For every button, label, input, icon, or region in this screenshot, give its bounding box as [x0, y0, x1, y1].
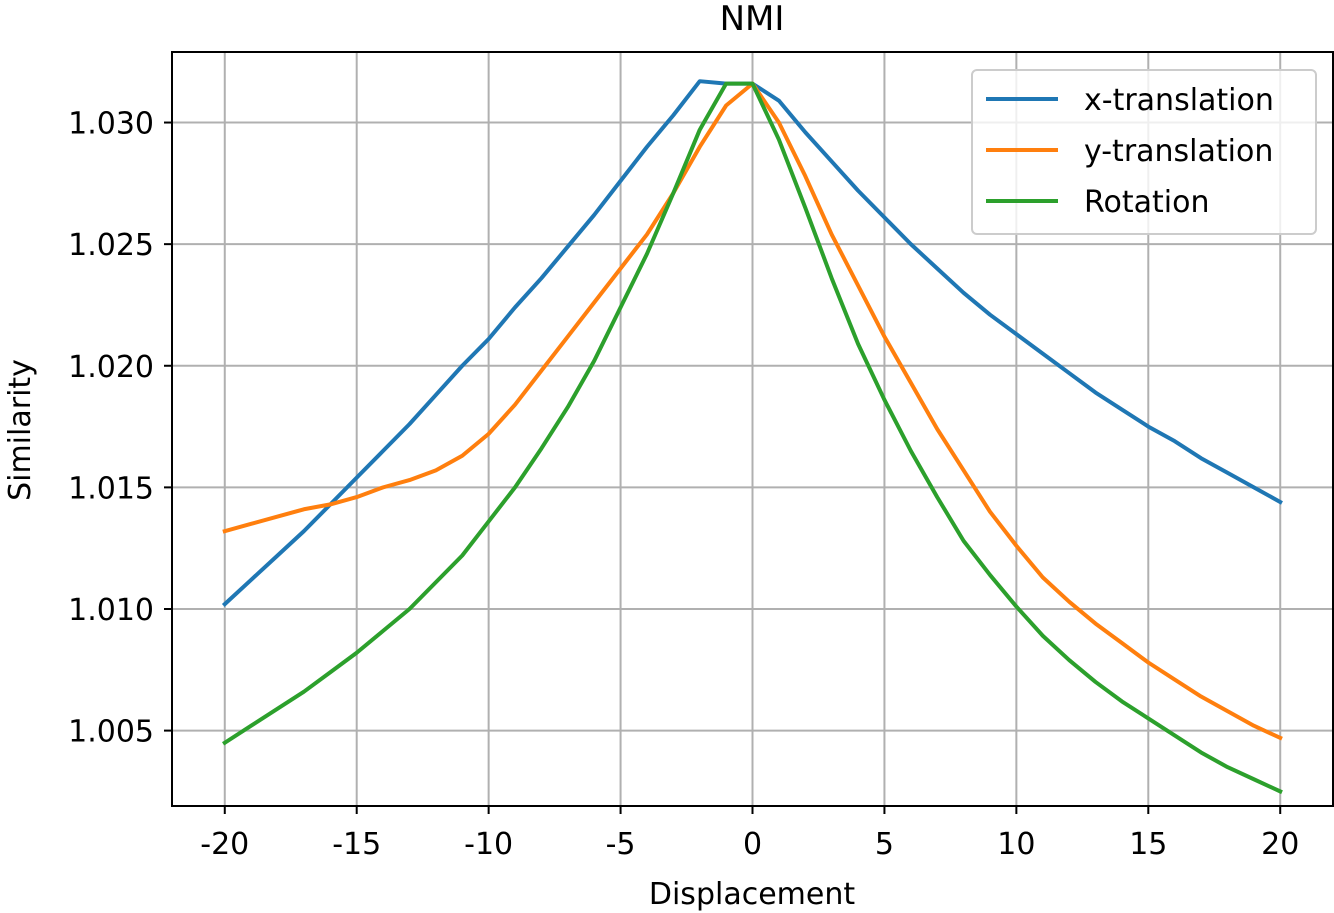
y-tick-label: 1.005: [68, 715, 154, 750]
y-tick-label: 1.010: [68, 593, 154, 628]
gridlines: [172, 52, 1333, 806]
y-axis-title: Similarity: [3, 359, 38, 501]
x-tick-label: -10: [464, 827, 513, 862]
x-tick-label: -20: [200, 827, 249, 862]
x-axis-title: Displacement: [649, 877, 855, 912]
x-tick-label: 0: [743, 827, 762, 862]
legend-label: x-translation: [1084, 83, 1274, 118]
series-lines: [221, 79, 1283, 795]
chart-title: NMI: [720, 0, 785, 39]
x-tick-label: -5: [606, 827, 636, 862]
axis-ticks: -20 -15 -10 -5 0 5 10 15 20 1.005 1.010 1.015 1.020 1…: [68, 107, 1299, 862]
legend-box: [971, 69, 1317, 235]
x-tick-label: 15: [1129, 827, 1167, 862]
legend: x-translation y-translation Rotation: [971, 69, 1317, 235]
x-tick-label: 10: [997, 827, 1035, 862]
legend-label: Rotation: [1084, 185, 1209, 220]
x-tick-label: 5: [875, 827, 894, 862]
series-line-rotation: [222, 81, 1283, 795]
y-tick-label: 1.015: [68, 471, 154, 506]
y-tick-label: 1.025: [68, 228, 154, 263]
y-tick-label: 1.030: [68, 107, 154, 142]
y-tick-label: 1.020: [68, 350, 154, 385]
x-tick-label: 20: [1261, 827, 1299, 862]
legend-items: x-translation y-translation Rotation: [986, 83, 1274, 220]
x-tick-label: -15: [332, 827, 381, 862]
legend-label: y-translation: [1084, 134, 1273, 169]
